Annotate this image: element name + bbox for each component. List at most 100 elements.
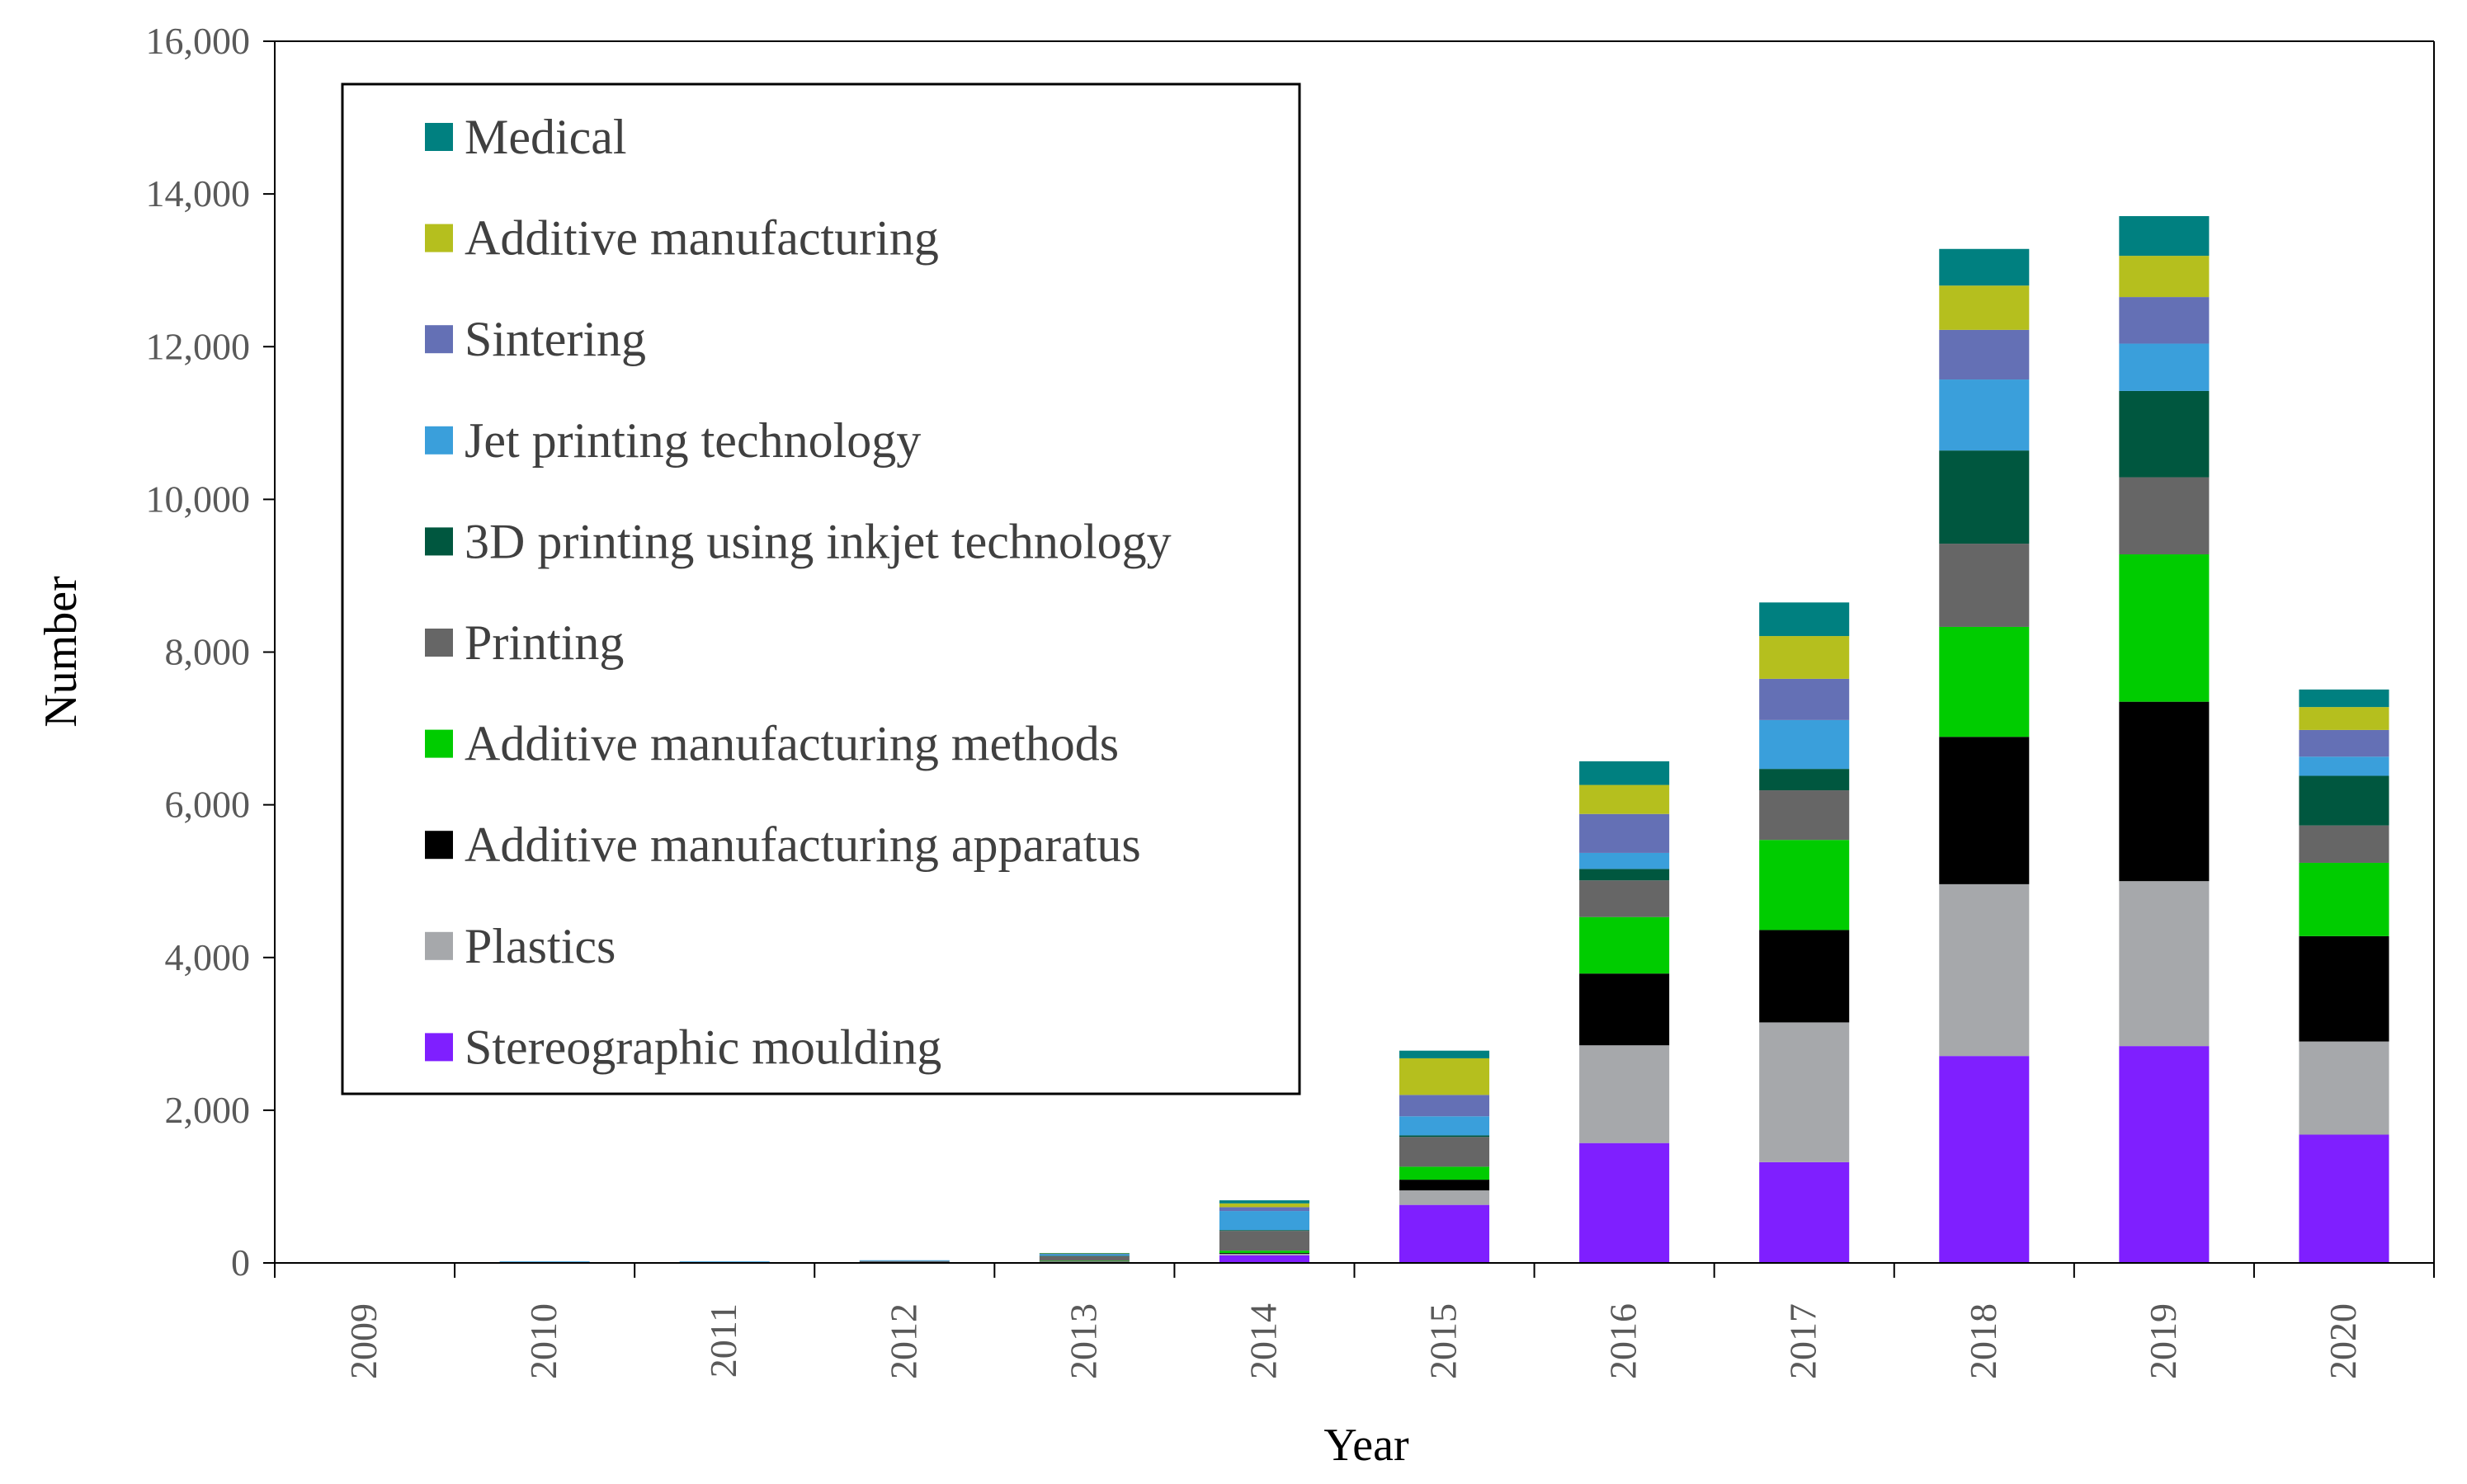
bar-segment [1219,1203,1309,1208]
legend-label: Sintering [465,312,646,366]
bar-segment [1759,840,1850,930]
y-tick-label: 16,000 [146,20,251,62]
y-tick-label: 10,000 [146,478,251,520]
bar-segment [1039,1260,1130,1261]
bar-segment [2299,825,2389,863]
legend-box [341,82,1301,1095]
bar-segment [1759,769,1850,791]
bar-segment [2119,701,2210,882]
bar-segment [1219,1255,1309,1263]
bar-segment [1399,1050,1490,1058]
legend-swatch [425,527,453,556]
bar-segment [1939,379,2030,451]
x-tick-label: 2020 [2322,1303,2364,1379]
x-tick-label: 2009 [342,1303,384,1379]
y-tick-label: 8,000 [165,631,251,673]
bar-segment [1039,1253,1130,1255]
bar-segment [499,1261,590,1263]
bar-segment [1399,1116,1490,1136]
bar-segment [1579,813,1670,853]
legend-items: Medical Additive manufacturing Sintering Je… [425,110,1172,1074]
bar-segment [1939,329,2030,380]
x-ticks: 2009 2010 2011 2012 2013 2014 2015 2016 2017 2018… [274,1263,2435,1379]
bar-segment [2119,215,2210,257]
bar-segment [2299,689,2389,708]
bar-segment [1939,248,2030,286]
bar-segment [1399,1058,1490,1095]
bar-segment [2299,775,2389,826]
bar-segment [1579,852,1670,869]
legend-swatch [425,426,453,455]
legend-label: Stereographic moulding [465,1020,941,1074]
y-axis-label: Number [35,576,87,728]
bar-segment [2119,256,2210,298]
x-tick-label: 2010 [522,1303,564,1379]
bar-segment [1219,1251,1309,1253]
bar-segment [859,1260,950,1263]
legend-label: Plastics [465,919,616,973]
bar-segment [2119,297,2210,344]
x-axis-label: Year [1323,1420,1409,1471]
x-tick-label: 2017 [1782,1303,1824,1379]
bar-segment [2299,707,2389,730]
legend-label: 3D printing using inkjet technology [465,514,1172,568]
legend-swatch [425,729,453,758]
legend-swatch [425,1033,453,1062]
bar-segment [1579,869,1670,881]
bar-segment [1759,719,1850,770]
bar-segment [1579,761,1670,785]
legend-swatch [425,931,453,960]
bar-segment [2299,1041,2389,1135]
bar-segment [1759,1022,1850,1162]
bar-segment [1399,1166,1490,1180]
bar-segment [2119,881,2210,1047]
bar-segment [1399,1190,1490,1205]
bar-segment [2299,935,2389,1042]
legend-label: Additive manufacturing [465,211,939,266]
bar-segment [1579,880,1670,917]
bar-segment [1399,1095,1490,1117]
y-tick-label: 12,000 [146,325,251,367]
bar-segment [1039,1253,1130,1255]
legend-swatch [425,224,453,252]
legend-label: Additive manufacturing apparatus [465,817,1141,872]
legend-swatch [425,325,453,354]
y-ticks: 0 2,000 4,000 6,000 8,000 10,000 12,000 14,000 1… [146,20,275,1284]
bar-segment [1219,1211,1309,1231]
bars-layer [319,215,2389,1264]
bar-segment [1939,544,2030,627]
bar-segment [1759,1161,1850,1263]
bar-segment [2299,862,2389,936]
bar-segment [1219,1230,1309,1232]
bar-segment [2119,1046,2210,1263]
bar-segment [1759,790,1850,841]
bar-segment [2299,1134,2389,1263]
bar-segment [679,1261,770,1263]
x-tick-label: 2013 [1062,1303,1104,1379]
bar-segment [1039,1256,1130,1261]
bar-segment [1399,1180,1490,1191]
bar-segment [1759,678,1850,720]
bar-segment [2119,554,2210,702]
x-tick-label: 2012 [882,1303,924,1379]
bar-segment [1939,626,2030,737]
bar-segment [1939,737,2030,884]
y-tick-label: 0 [231,1241,250,1284]
bar-segment [1399,1135,1490,1138]
bar-segment [1579,1142,1670,1263]
bar-segment [1039,1260,1130,1262]
bar-segment [1399,1204,1490,1263]
y-tick-label: 4,000 [165,936,251,978]
bar-segment [2299,756,2389,776]
x-tick-label: 2014 [1242,1303,1284,1379]
legend-label: Additive manufacturing methods [465,717,1119,771]
legend-swatch [425,629,453,657]
legend-label: Printing [465,615,624,670]
bar-segment [2119,477,2210,555]
bar-segment [1939,1056,2030,1263]
bar-segment [1039,1261,1130,1263]
legend: Medical Additive manufacturing Sintering Je… [341,82,1301,1095]
legend-label: Jet printing technology [465,413,921,468]
